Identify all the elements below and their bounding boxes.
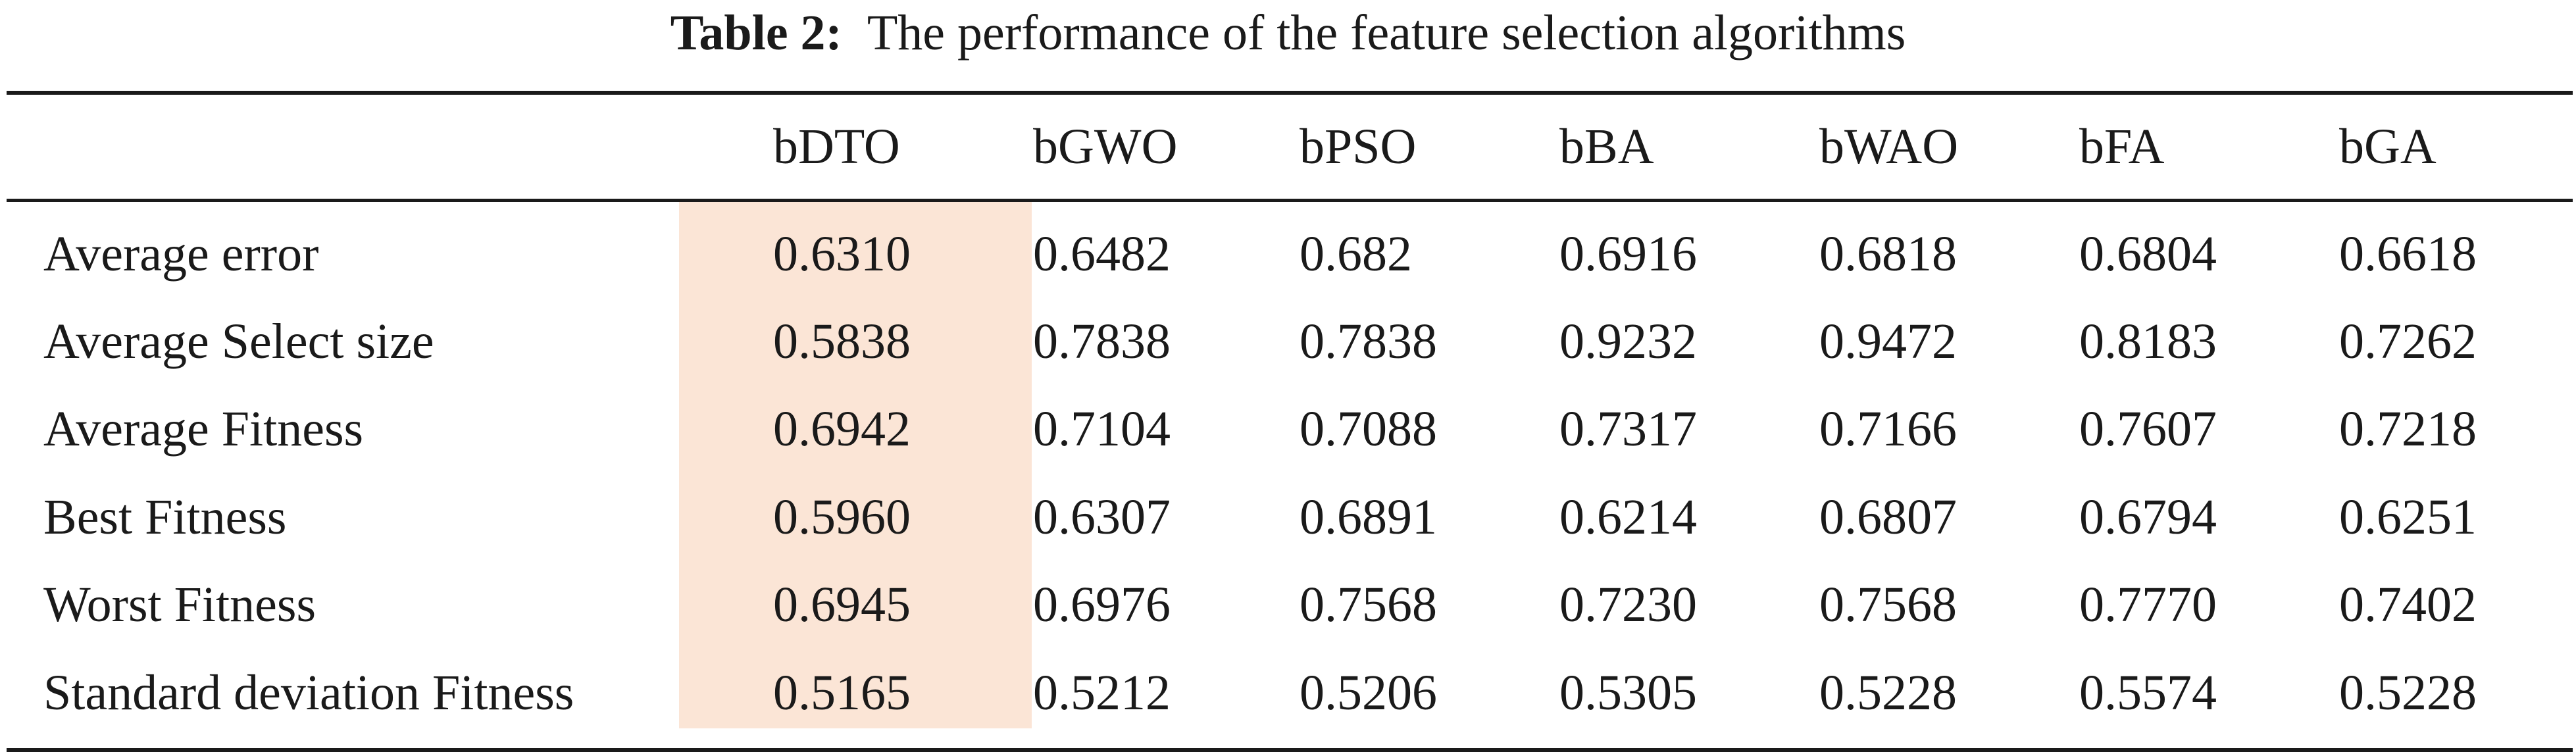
table-cell: 0.6794	[2079, 490, 2217, 545]
table-row: Best Fitness 0.5960 0.6307 0.6891 0.6214…	[0, 474, 2576, 561]
row-label: Average Fitness	[43, 401, 364, 457]
row-label: Worst Fitness	[43, 577, 316, 632]
table-cell: 0.682	[1300, 226, 1412, 282]
table-row: Average error 0.6310 0.6482 0.682 0.6916…	[0, 211, 2576, 298]
table-cell: 0.6891	[1300, 490, 1437, 545]
table-cell: 0.6482	[1033, 226, 1171, 282]
table-cell: 0.5165	[773, 665, 911, 720]
table-cell: 0.7166	[1819, 401, 1957, 457]
row-label: Average error	[43, 226, 319, 282]
table-cell: 0.6310	[773, 226, 911, 282]
table-cell: 0.7088	[1300, 401, 1437, 457]
table-cell: 0.7104	[1033, 401, 1171, 457]
table-cell: 0.7230	[1559, 577, 1697, 632]
table-row: Average Fitness 0.6942 0.7104 0.7088 0.7…	[0, 386, 2576, 473]
table-cell: 0.5212	[1033, 665, 1171, 720]
top-rule	[7, 91, 2573, 95]
table-cell: 0.7607	[2079, 401, 2217, 457]
table-cell: 0.6945	[773, 577, 911, 632]
table-cell: 0.7262	[2339, 314, 2477, 369]
table-cell: 0.6214	[1559, 490, 1697, 545]
table-cell: 0.5838	[773, 314, 911, 369]
table-cell: 0.6807	[1819, 490, 1957, 545]
table-cell: 0.6618	[2339, 226, 2477, 282]
table-cell: 0.5305	[1559, 665, 1697, 720]
row-label: Standard deviation Fitness	[43, 665, 574, 720]
table-cell: 0.6818	[1819, 226, 1957, 282]
table-cell: 0.9472	[1819, 314, 1957, 369]
table-cell: 0.5574	[2079, 665, 2217, 720]
column-header: bFA	[2079, 118, 2165, 174]
column-header: bWAO	[1819, 118, 1959, 174]
table-cell: 0.7568	[1819, 577, 1957, 632]
table-caption-text: The performance of the feature selection…	[867, 5, 1906, 61]
table-cell: 0.6916	[1559, 226, 1697, 282]
table-cell: 0.8183	[2079, 314, 2217, 369]
bottom-rule	[7, 748, 2573, 752]
column-header: bGWO	[1033, 118, 1178, 174]
table-cell: 0.7838	[1300, 314, 1437, 369]
highlighted-column-background	[679, 202, 1032, 728]
table-cell: 0.7317	[1559, 401, 1697, 457]
table-cell: 0.6307	[1033, 490, 1171, 545]
table-cell: 0.9232	[1559, 314, 1697, 369]
table-cell: 0.7838	[1033, 314, 1171, 369]
table-cell: 0.5206	[1300, 665, 1437, 720]
table-header-row: bDTO bGWO bPSO bBA bWAO bFA bGA	[0, 95, 2576, 199]
table-cell: 0.7568	[1300, 577, 1437, 632]
table-cell: 0.5228	[2339, 665, 2477, 720]
table-row: Standard deviation Fitness 0.5165 0.5212…	[0, 649, 2576, 737]
table-cell: 0.7402	[2339, 577, 2477, 632]
table-caption: Table 2: The performance of the feature …	[0, 0, 2576, 66]
table-row: Average Select size 0.5838 0.7838 0.7838…	[0, 298, 2576, 386]
table-cell: 0.7218	[2339, 401, 2477, 457]
column-header: bGA	[2339, 118, 2437, 174]
table-cell: 0.5960	[773, 490, 911, 545]
column-header: bPSO	[1300, 118, 1417, 174]
table-cell: 0.7770	[2079, 577, 2217, 632]
header-rule	[7, 199, 2573, 202]
table-caption-label: Table 2:	[670, 5, 842, 61]
table-cell: 0.5228	[1819, 665, 1957, 720]
column-header: bDTO	[773, 118, 900, 174]
table-row: Worst Fitness 0.6945 0.6976 0.7568 0.723…	[0, 561, 2576, 649]
row-label: Average Select size	[43, 314, 434, 369]
column-header: bBA	[1559, 118, 1654, 174]
table-cell: 0.6942	[773, 401, 911, 457]
table-cell: 0.6804	[2079, 226, 2217, 282]
row-label: Best Fitness	[43, 490, 287, 545]
table-cell: 0.6976	[1033, 577, 1171, 632]
table-cell: 0.6251	[2339, 490, 2477, 545]
